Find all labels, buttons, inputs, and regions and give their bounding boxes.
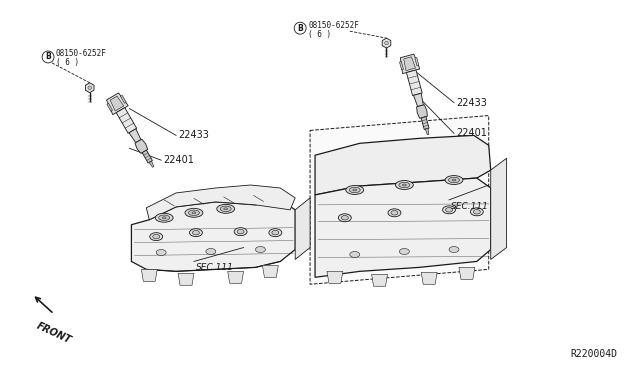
Ellipse shape	[255, 247, 266, 253]
Polygon shape	[421, 117, 429, 129]
Polygon shape	[107, 103, 113, 111]
Polygon shape	[142, 150, 152, 163]
Ellipse shape	[185, 208, 203, 217]
Circle shape	[42, 51, 54, 63]
Ellipse shape	[220, 206, 231, 212]
Polygon shape	[382, 38, 391, 48]
Polygon shape	[178, 273, 194, 285]
Polygon shape	[417, 105, 428, 118]
Ellipse shape	[349, 187, 360, 193]
Ellipse shape	[346, 186, 364, 195]
Polygon shape	[129, 129, 141, 142]
Ellipse shape	[153, 234, 160, 239]
Polygon shape	[141, 269, 157, 281]
Ellipse shape	[385, 41, 388, 45]
Polygon shape	[310, 116, 489, 284]
Ellipse shape	[391, 211, 398, 215]
Polygon shape	[413, 93, 423, 106]
Polygon shape	[135, 139, 148, 153]
Ellipse shape	[443, 206, 456, 214]
Ellipse shape	[162, 217, 166, 219]
Text: FRONT: FRONT	[35, 321, 73, 346]
Text: 22433: 22433	[456, 97, 487, 108]
Ellipse shape	[396, 180, 413, 189]
Ellipse shape	[156, 213, 173, 222]
Ellipse shape	[449, 247, 459, 253]
Ellipse shape	[403, 184, 406, 186]
Ellipse shape	[445, 208, 452, 212]
Text: 22433: 22433	[178, 130, 209, 140]
Text: 22401: 22401	[456, 128, 487, 138]
Text: SEC.111: SEC.111	[196, 263, 234, 272]
Ellipse shape	[470, 208, 483, 216]
Ellipse shape	[189, 229, 202, 237]
Text: 08150-6252F: 08150-6252F	[56, 49, 107, 58]
Ellipse shape	[388, 209, 401, 217]
Polygon shape	[131, 200, 295, 271]
Ellipse shape	[399, 248, 410, 254]
Ellipse shape	[234, 228, 247, 235]
Ellipse shape	[217, 204, 235, 213]
Ellipse shape	[156, 250, 166, 256]
Ellipse shape	[189, 210, 200, 215]
Ellipse shape	[272, 230, 279, 235]
Ellipse shape	[159, 215, 170, 221]
Polygon shape	[491, 158, 507, 259]
Polygon shape	[415, 57, 419, 65]
Polygon shape	[147, 185, 295, 220]
Polygon shape	[399, 61, 403, 70]
Ellipse shape	[237, 230, 244, 234]
Polygon shape	[425, 128, 429, 135]
Text: SEC.111: SEC.111	[451, 202, 489, 211]
Ellipse shape	[341, 215, 348, 220]
Text: ( 6 ): ( 6 )	[308, 30, 332, 39]
Ellipse shape	[269, 229, 282, 237]
Ellipse shape	[452, 179, 456, 181]
Polygon shape	[401, 54, 420, 74]
Polygon shape	[262, 265, 278, 277]
Ellipse shape	[150, 232, 163, 241]
Text: 22401: 22401	[163, 155, 194, 165]
Ellipse shape	[193, 230, 200, 235]
Text: B: B	[45, 52, 51, 61]
Ellipse shape	[192, 212, 196, 214]
Circle shape	[294, 22, 306, 34]
Ellipse shape	[224, 208, 228, 210]
Polygon shape	[106, 93, 128, 115]
Ellipse shape	[474, 209, 480, 214]
Text: ( 6 ): ( 6 )	[56, 58, 79, 67]
Ellipse shape	[339, 214, 351, 222]
Polygon shape	[110, 96, 124, 111]
Polygon shape	[404, 57, 415, 71]
Polygon shape	[315, 135, 491, 195]
Text: 08150-6252F: 08150-6252F	[308, 21, 359, 30]
Polygon shape	[406, 70, 422, 96]
Polygon shape	[120, 95, 126, 103]
Polygon shape	[228, 271, 244, 283]
Polygon shape	[149, 161, 154, 167]
Ellipse shape	[206, 248, 216, 254]
Polygon shape	[372, 274, 387, 286]
Ellipse shape	[353, 189, 356, 191]
Ellipse shape	[88, 86, 92, 90]
Ellipse shape	[350, 251, 360, 257]
Polygon shape	[327, 271, 343, 283]
Polygon shape	[459, 267, 475, 279]
Polygon shape	[421, 272, 437, 284]
Polygon shape	[116, 108, 137, 133]
Polygon shape	[315, 178, 491, 277]
Text: R220004D: R220004D	[571, 349, 618, 359]
Polygon shape	[295, 198, 310, 259]
Text: B: B	[297, 24, 303, 33]
Ellipse shape	[449, 177, 460, 183]
Ellipse shape	[445, 176, 463, 185]
Polygon shape	[85, 83, 94, 93]
Ellipse shape	[399, 182, 410, 188]
